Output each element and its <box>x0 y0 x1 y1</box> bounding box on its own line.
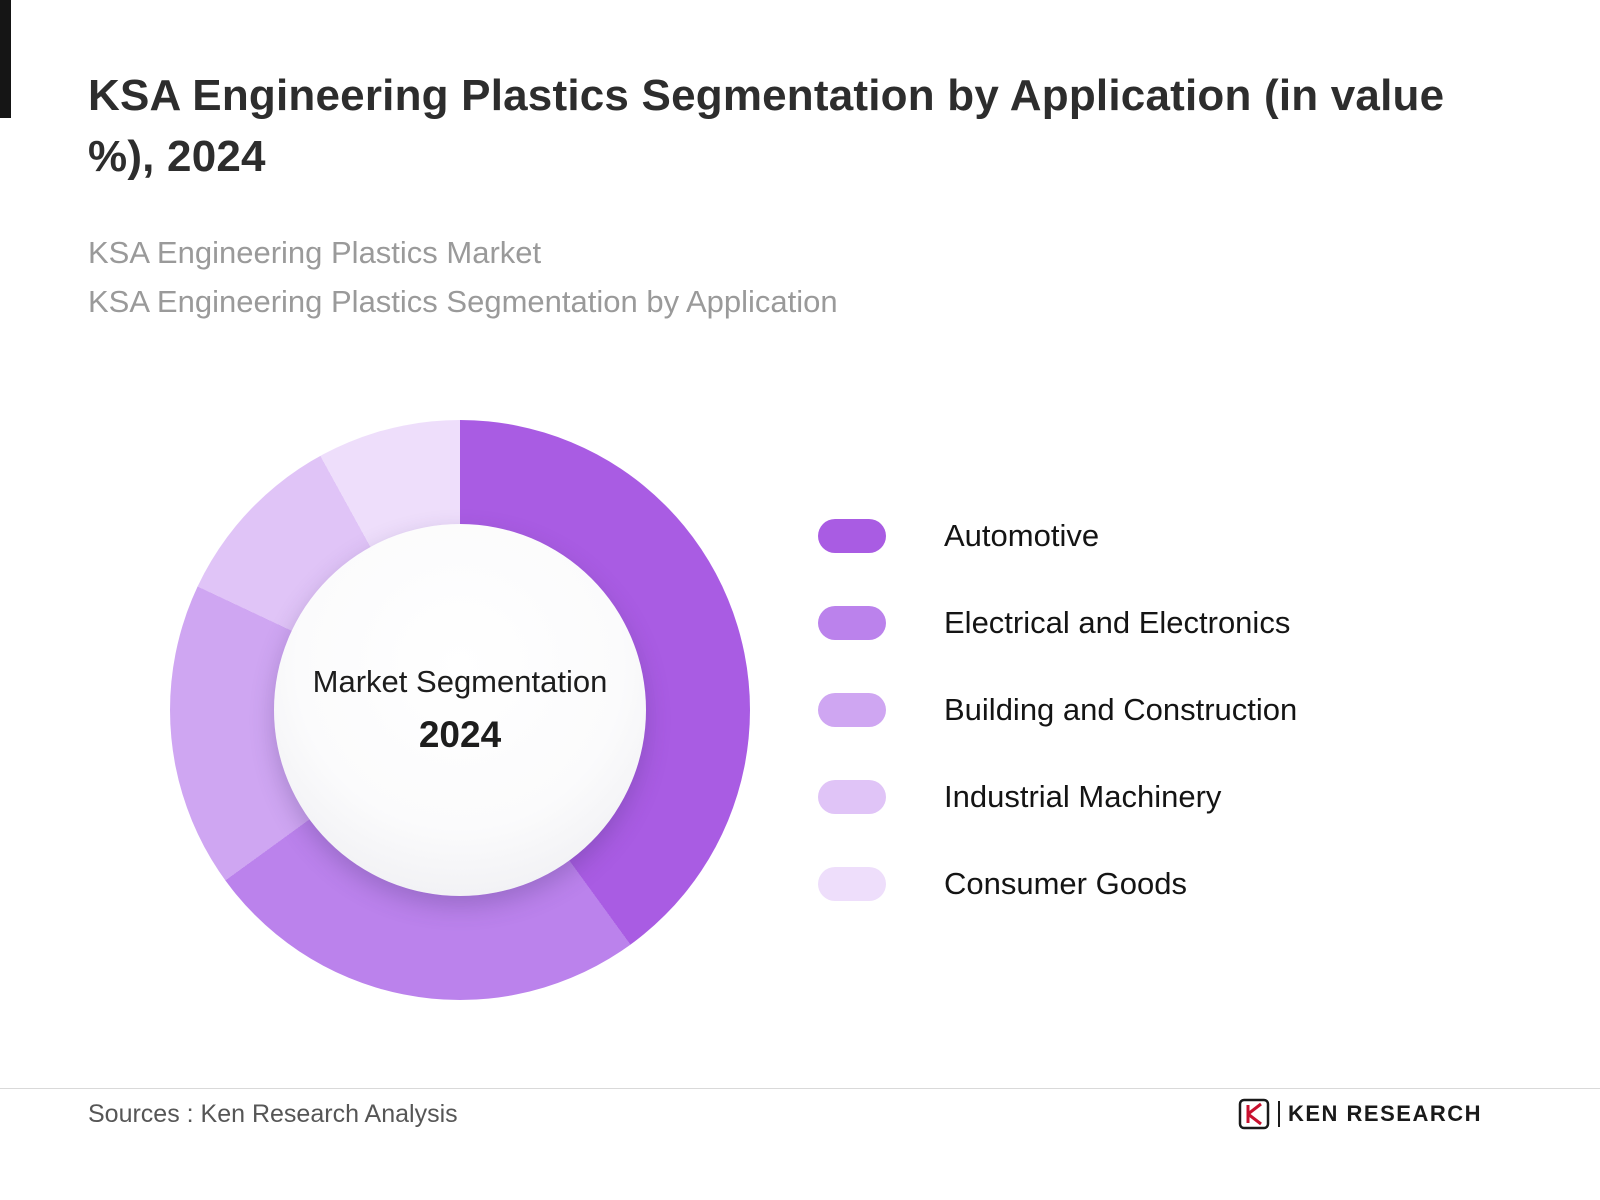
chart-legend: Automotive Electrical and Electronics Bu… <box>818 518 1297 902</box>
legend-swatch <box>818 606 886 640</box>
brand-divider <box>1277 1101 1280 1127</box>
subtitle-line-1: KSA Engineering Plastics Market <box>88 235 542 271</box>
legend-label: Industrial Machinery <box>944 779 1222 814</box>
legend-label: Consumer Goods <box>944 866 1187 901</box>
donut-chart: Market Segmentation 2024 <box>170 420 750 1000</box>
donut-center-label: Market Segmentation <box>312 664 608 699</box>
subtitle-line-2: KSA Engineering Plastics Segmentation by… <box>88 284 838 320</box>
legend-label: Building and Construction <box>944 692 1298 727</box>
slide-edge-bar <box>0 0 11 118</box>
legend-item-consumer-goods: Consumer Goods <box>818 866 1297 902</box>
page-title: KSA Engineering Plastics Segmentation by… <box>88 71 1445 181</box>
ken-research-icon <box>1238 1098 1270 1130</box>
subtitle: KSA Engineering Plastics Market KSA Engi… <box>88 229 1488 327</box>
brand-name: KEN RESEARCH <box>1287 1101 1482 1126</box>
legend-swatch <box>818 519 886 553</box>
footer-source: Sources : Ken Research Analysis <box>88 1100 458 1128</box>
legend-item-electrical-and-electronics: Electrical and Electronics <box>818 605 1297 641</box>
legend-swatch <box>818 780 886 814</box>
footer-divider <box>0 1088 1600 1089</box>
donut-center-year: 2024 <box>418 714 502 755</box>
legend-swatch <box>818 693 886 727</box>
legend-label: Electrical and Electronics <box>944 605 1291 640</box>
legend-item-industrial-machinery: Industrial Machinery <box>818 779 1297 815</box>
legend-item-building-and-construction: Building and Construction <box>818 692 1297 728</box>
header: KSA Engineering Plastics Segmentation by… <box>88 66 1488 327</box>
brand-logo: KEN RESEARCH <box>1238 1098 1482 1130</box>
legend-label: Automotive <box>944 518 1100 553</box>
legend-swatch <box>818 867 886 901</box>
donut-center: Market Segmentation 2024 <box>274 524 646 896</box>
legend-item-automotive: Automotive <box>818 518 1297 554</box>
